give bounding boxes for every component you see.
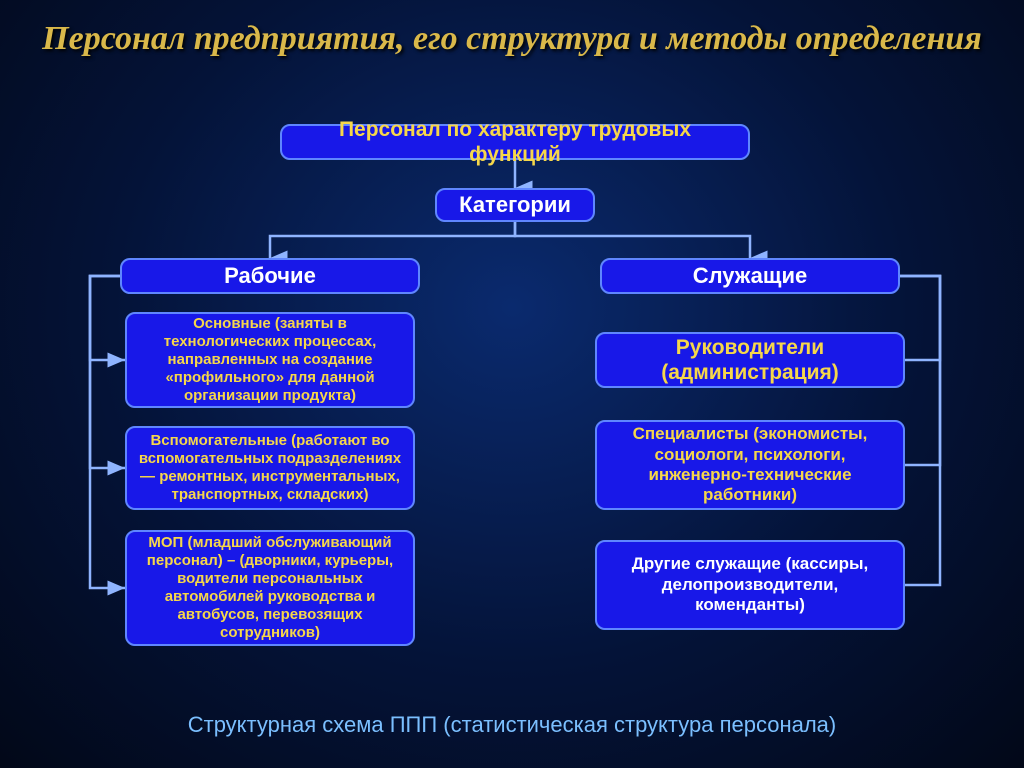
node-root: Персонал по характеру трудовых функций: [280, 124, 750, 160]
node-workers: Рабочие: [120, 258, 420, 294]
node-e1: Руководители (администрация): [595, 332, 905, 388]
slide-title: Персонал предприятия, его структура и ме…: [0, 18, 1024, 61]
footer-caption: Структурная схема ППП (статистическая ст…: [0, 712, 1024, 738]
node-w3: МОП (младший обслуживающий персонал) – (…: [125, 530, 415, 646]
node-w2: Вспомогательные (работают во вспомогател…: [125, 426, 415, 510]
node-categories: Категории: [435, 188, 595, 222]
node-e2: Специалисты (экономисты, социологи, псих…: [595, 420, 905, 510]
node-employees: Служащие: [600, 258, 900, 294]
node-w1: Основные (заняты в технологических проце…: [125, 312, 415, 408]
node-e3: Другие служащие (кассиры, делопроизводит…: [595, 540, 905, 630]
